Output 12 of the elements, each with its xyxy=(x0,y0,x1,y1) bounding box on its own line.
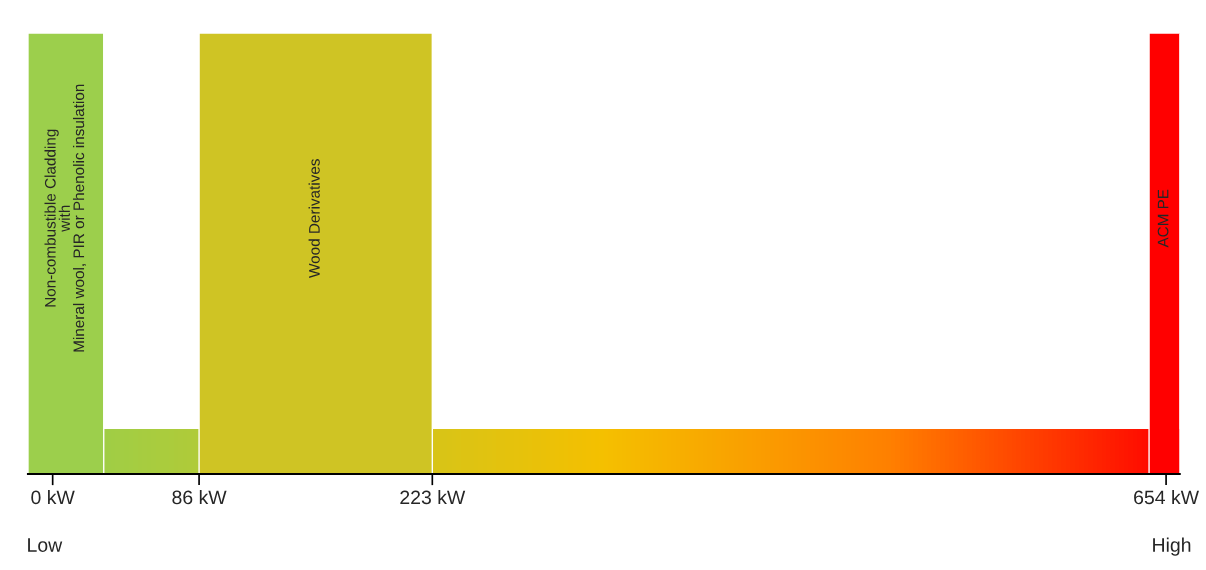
bar xyxy=(1148,33,1180,475)
series-label: ACM PE xyxy=(1157,189,1169,248)
series-label: Wood Derivatives xyxy=(308,159,320,278)
x-tick-label: 0 kW xyxy=(31,489,75,505)
bar xyxy=(27,33,105,475)
x-tick-label: 654 kW xyxy=(1134,489,1199,505)
annotation: High xyxy=(1153,537,1191,556)
series-label: Non-combustible Cladding with Mineral wool, PIR or Phenolic insulation xyxy=(44,84,87,352)
x-tick-label: 86 kW xyxy=(172,489,227,505)
annotation: Low xyxy=(28,538,63,552)
bar xyxy=(198,33,434,475)
x-tick-label: 223 kW xyxy=(400,489,466,505)
